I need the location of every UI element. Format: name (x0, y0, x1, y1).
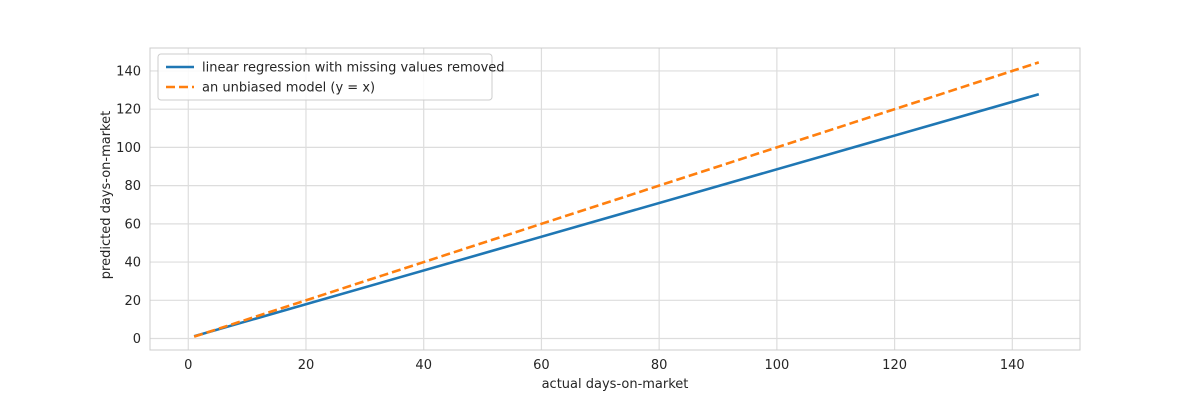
y-tick-label: 80 (124, 179, 141, 194)
x-tick-label: 0 (184, 358, 192, 373)
tick-labels: 0 20 40 60 80 100 120 140 0 20 40 60 80 100 120 140 (116, 64, 1025, 373)
x-axis-label: actual days-on-market (542, 377, 689, 392)
series-line-1 (193, 93, 1040, 338)
y-tick-label: 20 (124, 294, 141, 309)
y-tick-label: 120 (116, 103, 141, 118)
legend-label-2: an unbiased model (y = x) (202, 81, 375, 96)
x-tick-label: 40 (415, 358, 432, 373)
legend-label-1: linear regression with missing values re… (202, 61, 505, 76)
y-tick-label: 40 (124, 256, 141, 271)
legend: linear regression with missing values re… (157, 53, 505, 101)
x-tick-label: 20 (298, 358, 315, 373)
y-tick-label: 140 (116, 64, 141, 79)
y-tick-label: 100 (116, 141, 141, 156)
y-axis-label: predicted days-on-market (99, 111, 114, 279)
x-tick-label: 60 (533, 358, 550, 373)
y-tick-label: 60 (124, 217, 141, 232)
x-tick-label: 120 (882, 358, 907, 373)
x-tick-label: 100 (764, 358, 789, 373)
series-layer (193, 61, 1040, 338)
y-tick-label: 0 (133, 332, 141, 347)
x-tick-label: 80 (651, 358, 668, 373)
series-line-2 (193, 61, 1040, 338)
legend-box (157, 53, 493, 101)
plot-frame (149, 47, 1081, 351)
x-tick-label: 140 (1000, 358, 1025, 373)
